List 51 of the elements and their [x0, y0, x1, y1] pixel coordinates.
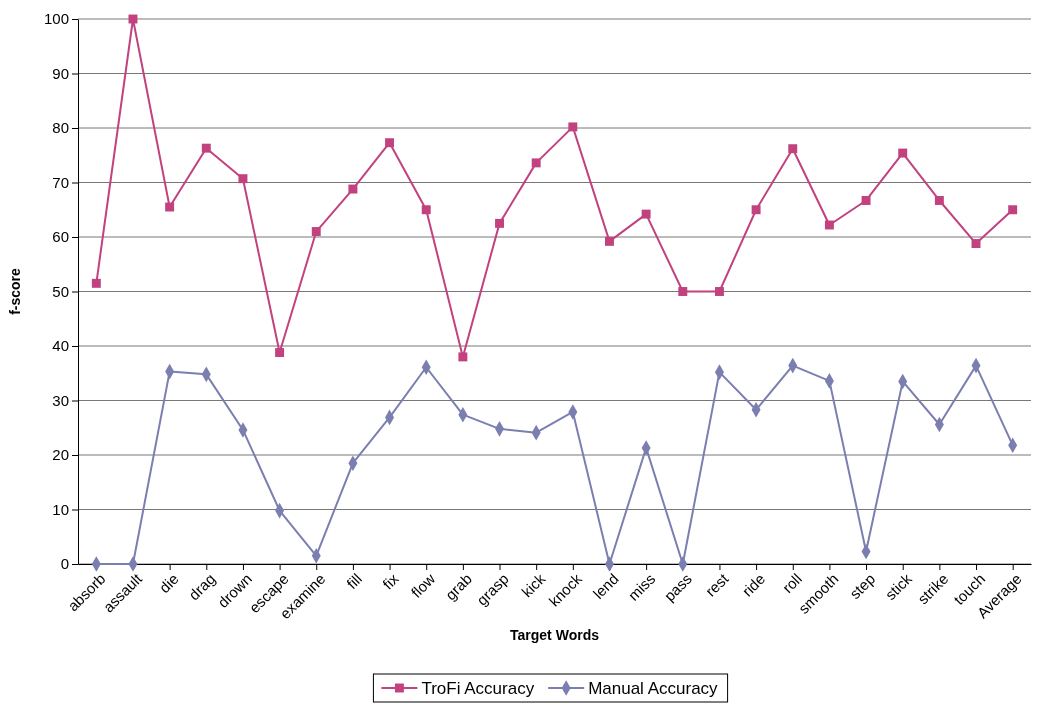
- y-tick-label: 70: [52, 173, 69, 191]
- point: [824, 220, 834, 230]
- point: [238, 174, 248, 184]
- x-tick-label: step: [846, 570, 879, 603]
- x-axis-title: Target Words: [510, 627, 600, 643]
- x-tick-label: rest: [701, 569, 733, 600]
- y-tick-label: 90: [52, 64, 69, 82]
- legend-label: TroFi Accuracy: [421, 678, 535, 698]
- point: [605, 236, 614, 246]
- point: [751, 205, 761, 215]
- point: [531, 158, 541, 168]
- x-tick-label: fill: [343, 570, 366, 593]
- x-tick-label: ride: [738, 570, 769, 600]
- y-tick-label: 40: [52, 337, 69, 355]
- y-tick-label: 100: [43, 10, 69, 28]
- y-tick-label: 30: [52, 391, 69, 409]
- point: [971, 239, 981, 249]
- point: [458, 352, 468, 362]
- legend-label: Manual Accuracy: [588, 678, 719, 698]
- point: [934, 196, 944, 205]
- point: [421, 205, 431, 215]
- point: [385, 138, 395, 148]
- y-tick-label: 50: [52, 282, 69, 300]
- y-tick-label: 60: [52, 228, 69, 246]
- x-tick-label: kick: [518, 569, 549, 601]
- point: [568, 122, 578, 132]
- x-tick-label: flow: [407, 569, 439, 601]
- point: [714, 287, 724, 296]
- point: [275, 348, 285, 358]
- point: [1008, 205, 1018, 215]
- point: [898, 148, 908, 158]
- y-tick-label: 10: [52, 500, 69, 518]
- y-tick-label: 80: [52, 119, 69, 137]
- point: [678, 287, 688, 296]
- point: [201, 143, 211, 153]
- x-tick-label: roll: [778, 570, 805, 597]
- x-tick-label: stick: [881, 569, 916, 604]
- point: [495, 218, 504, 228]
- x-tick-label: die: [155, 570, 182, 597]
- point: [348, 184, 358, 194]
- y-tick-label: 0: [60, 555, 69, 573]
- point: [641, 209, 651, 219]
- point: [165, 202, 175, 212]
- y-axis-title: f-score: [7, 267, 23, 315]
- y-tick-label: 20: [52, 446, 69, 464]
- x-tick-label: drag: [185, 570, 219, 604]
- point: [311, 227, 321, 237]
- x-tick-label: fix: [379, 569, 403, 593]
- point: [91, 278, 101, 288]
- point: [788, 144, 798, 154]
- point: [861, 196, 871, 205]
